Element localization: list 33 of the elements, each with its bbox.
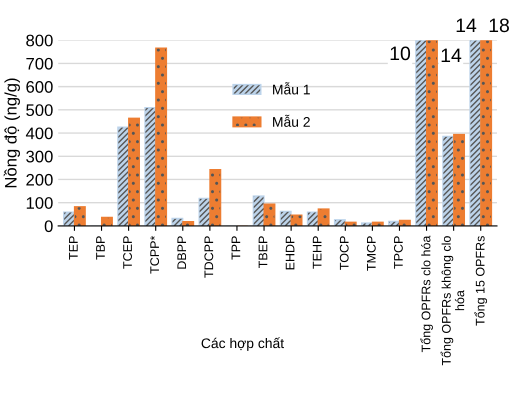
x-tick-label: DBPP (177, 236, 186, 269)
x-tick-label: TEHP (312, 236, 322, 269)
x-tick-label: Tổng OPFRs clo hóa (420, 236, 433, 352)
x-tick-label: TDCPP (204, 236, 214, 278)
y-tick-label: 0 (44, 220, 53, 232)
x-tick-label: TOCP (340, 236, 349, 270)
x-axis-title: Các hợp chất (202, 337, 284, 351)
x-tick-label: TCPP* (150, 236, 160, 274)
annotation: 10 (390, 46, 410, 60)
x-tick-label: TEP (69, 236, 78, 260)
x-tick-label: TPP (232, 236, 240, 260)
y-tick-label: 500 (26, 104, 53, 116)
x-tick-label: TCEP (123, 236, 132, 269)
y-tick-label: 600 (26, 81, 53, 93)
text: 18 (490, 18, 509, 32)
y-tick-label: 100 (26, 197, 53, 209)
text: 14 (456, 18, 476, 32)
x-tick-label: TBP (96, 236, 105, 260)
x-tick-label: TPCP (394, 236, 403, 269)
y-tick-label: 700 (26, 58, 53, 70)
y-tick-label: 200 (26, 174, 53, 186)
legend-label: Mẫu 1 (273, 82, 310, 94)
x-tick-label: TMCP (366, 236, 376, 271)
legend-label: Mẫu 2 (273, 114, 310, 127)
y-tick-label: 800 (26, 34, 53, 46)
x-tick-label: TBEP (258, 236, 268, 268)
x-tick-label: EHDP (286, 236, 294, 270)
y-tick-label: 400 (26, 127, 53, 140)
y-tick-label: 300 (26, 150, 53, 162)
x-tick-label: Tổng 15 OPFRs (474, 236, 488, 326)
annotation: 14 (442, 48, 462, 62)
x-tick-label: Tổng OPFRs không clo hóa (440, 236, 464, 366)
y-axis-title: Nồng độ (ng/g) (4, 78, 20, 188)
